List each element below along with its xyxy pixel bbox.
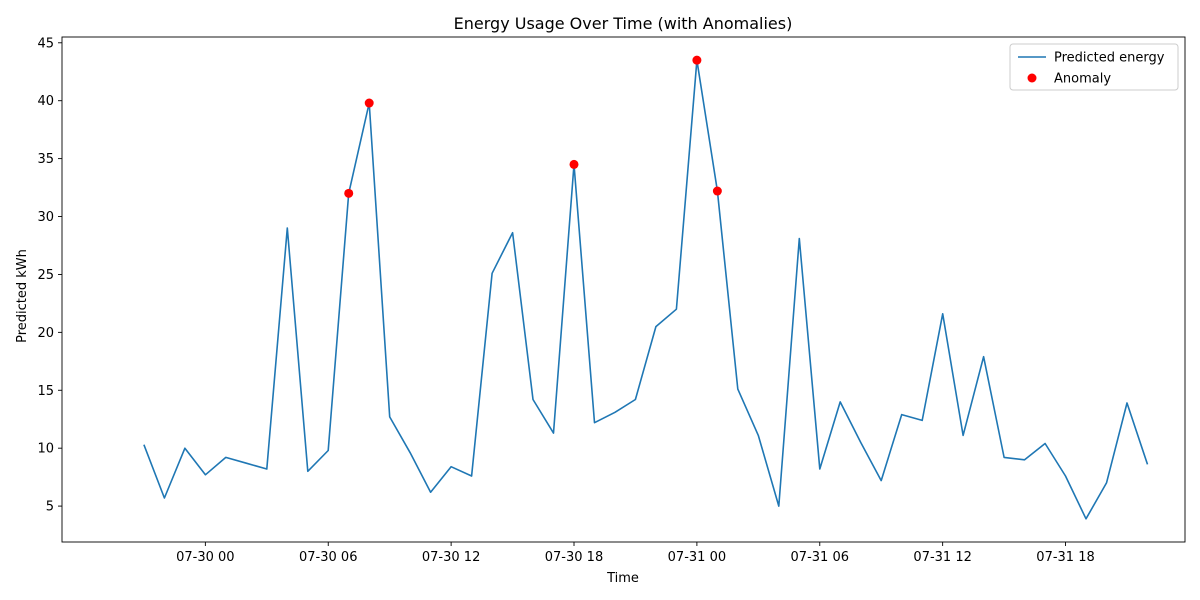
x-tick-label: 07-31 06 xyxy=(791,550,849,565)
anomaly-point xyxy=(569,159,579,169)
y-tick-label: 5 xyxy=(46,500,54,515)
x-axis-label: Time xyxy=(606,571,639,586)
y-tick-label: 40 xyxy=(37,94,54,109)
x-tick-label: 07-30 18 xyxy=(545,550,603,565)
anomaly-point xyxy=(692,55,702,65)
chart-title: Energy Usage Over Time (with Anomalies) xyxy=(454,14,793,33)
y-tick-label: 20 xyxy=(37,326,54,341)
y-tick-label: 25 xyxy=(37,268,54,283)
x-tick-label: 07-31 18 xyxy=(1036,550,1094,565)
y-tick-label: 10 xyxy=(37,442,54,457)
axes-frame xyxy=(61,36,1186,543)
y-tick-label: 30 xyxy=(37,210,54,225)
legend-label: Anomaly xyxy=(1054,72,1111,87)
x-tick-label: 07-30 06 xyxy=(299,550,357,565)
plot-area: 5 10 15 20 25 30 35 40 45 07-30 00 07-30 06 07-30 1… xyxy=(37,36,1186,565)
legend-label: Predicted energy xyxy=(1054,51,1165,66)
y-axis-label: Predicted kWh xyxy=(15,249,30,343)
y-tick-label: 45 xyxy=(37,36,54,51)
y-tick-label: 15 xyxy=(37,384,54,399)
legend: Predicted energy Anomaly xyxy=(1009,43,1179,91)
y-tick-label: 35 xyxy=(37,152,54,167)
legend-marker-swatch xyxy=(1027,73,1037,83)
x-tick-label: 07-31 12 xyxy=(913,550,971,565)
x-tick-label: 07-31 00 xyxy=(668,550,726,565)
anomaly-point xyxy=(712,186,722,196)
legend-box xyxy=(1009,43,1179,91)
series-line-predicted-energy xyxy=(143,59,1149,520)
anomaly-point xyxy=(364,98,374,108)
anomaly-point xyxy=(344,188,354,198)
x-tick-label: 07-30 12 xyxy=(422,550,480,565)
x-tick-label: 07-30 00 xyxy=(176,550,234,565)
